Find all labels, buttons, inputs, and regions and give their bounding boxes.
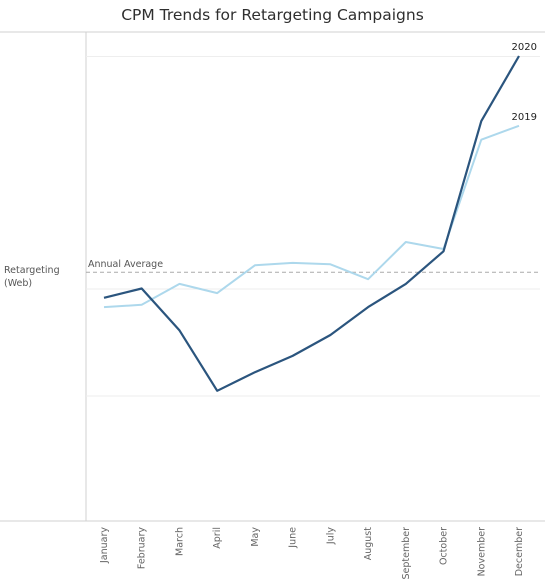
x-tick-label: June: [288, 527, 299, 549]
x-tick-label: May: [250, 527, 261, 547]
series-line-2019: [103, 124, 520, 309]
x-tick-label: April: [212, 527, 223, 549]
x-tick-label: July: [325, 527, 336, 545]
x-tick-label: December: [514, 527, 525, 576]
series-label-2020: 2020: [512, 42, 537, 53]
row-label: Retargeting (Web): [4, 265, 60, 289]
series-line-2020: [103, 55, 520, 392]
x-tick-label: March: [174, 527, 185, 556]
chart-title: CPM Trends for Retargeting Campaigns: [121, 6, 424, 24]
annual-average-label: Annual Average: [88, 259, 163, 270]
x-tick-label: August: [363, 527, 374, 561]
series-label-2019: 2019: [512, 112, 537, 123]
x-tick-label: February: [137, 527, 148, 569]
x-tick-label: October: [439, 527, 450, 565]
x-tick-label: January: [99, 527, 110, 564]
x-tick-label: September: [401, 527, 412, 580]
x-tick-label: November: [476, 527, 487, 577]
